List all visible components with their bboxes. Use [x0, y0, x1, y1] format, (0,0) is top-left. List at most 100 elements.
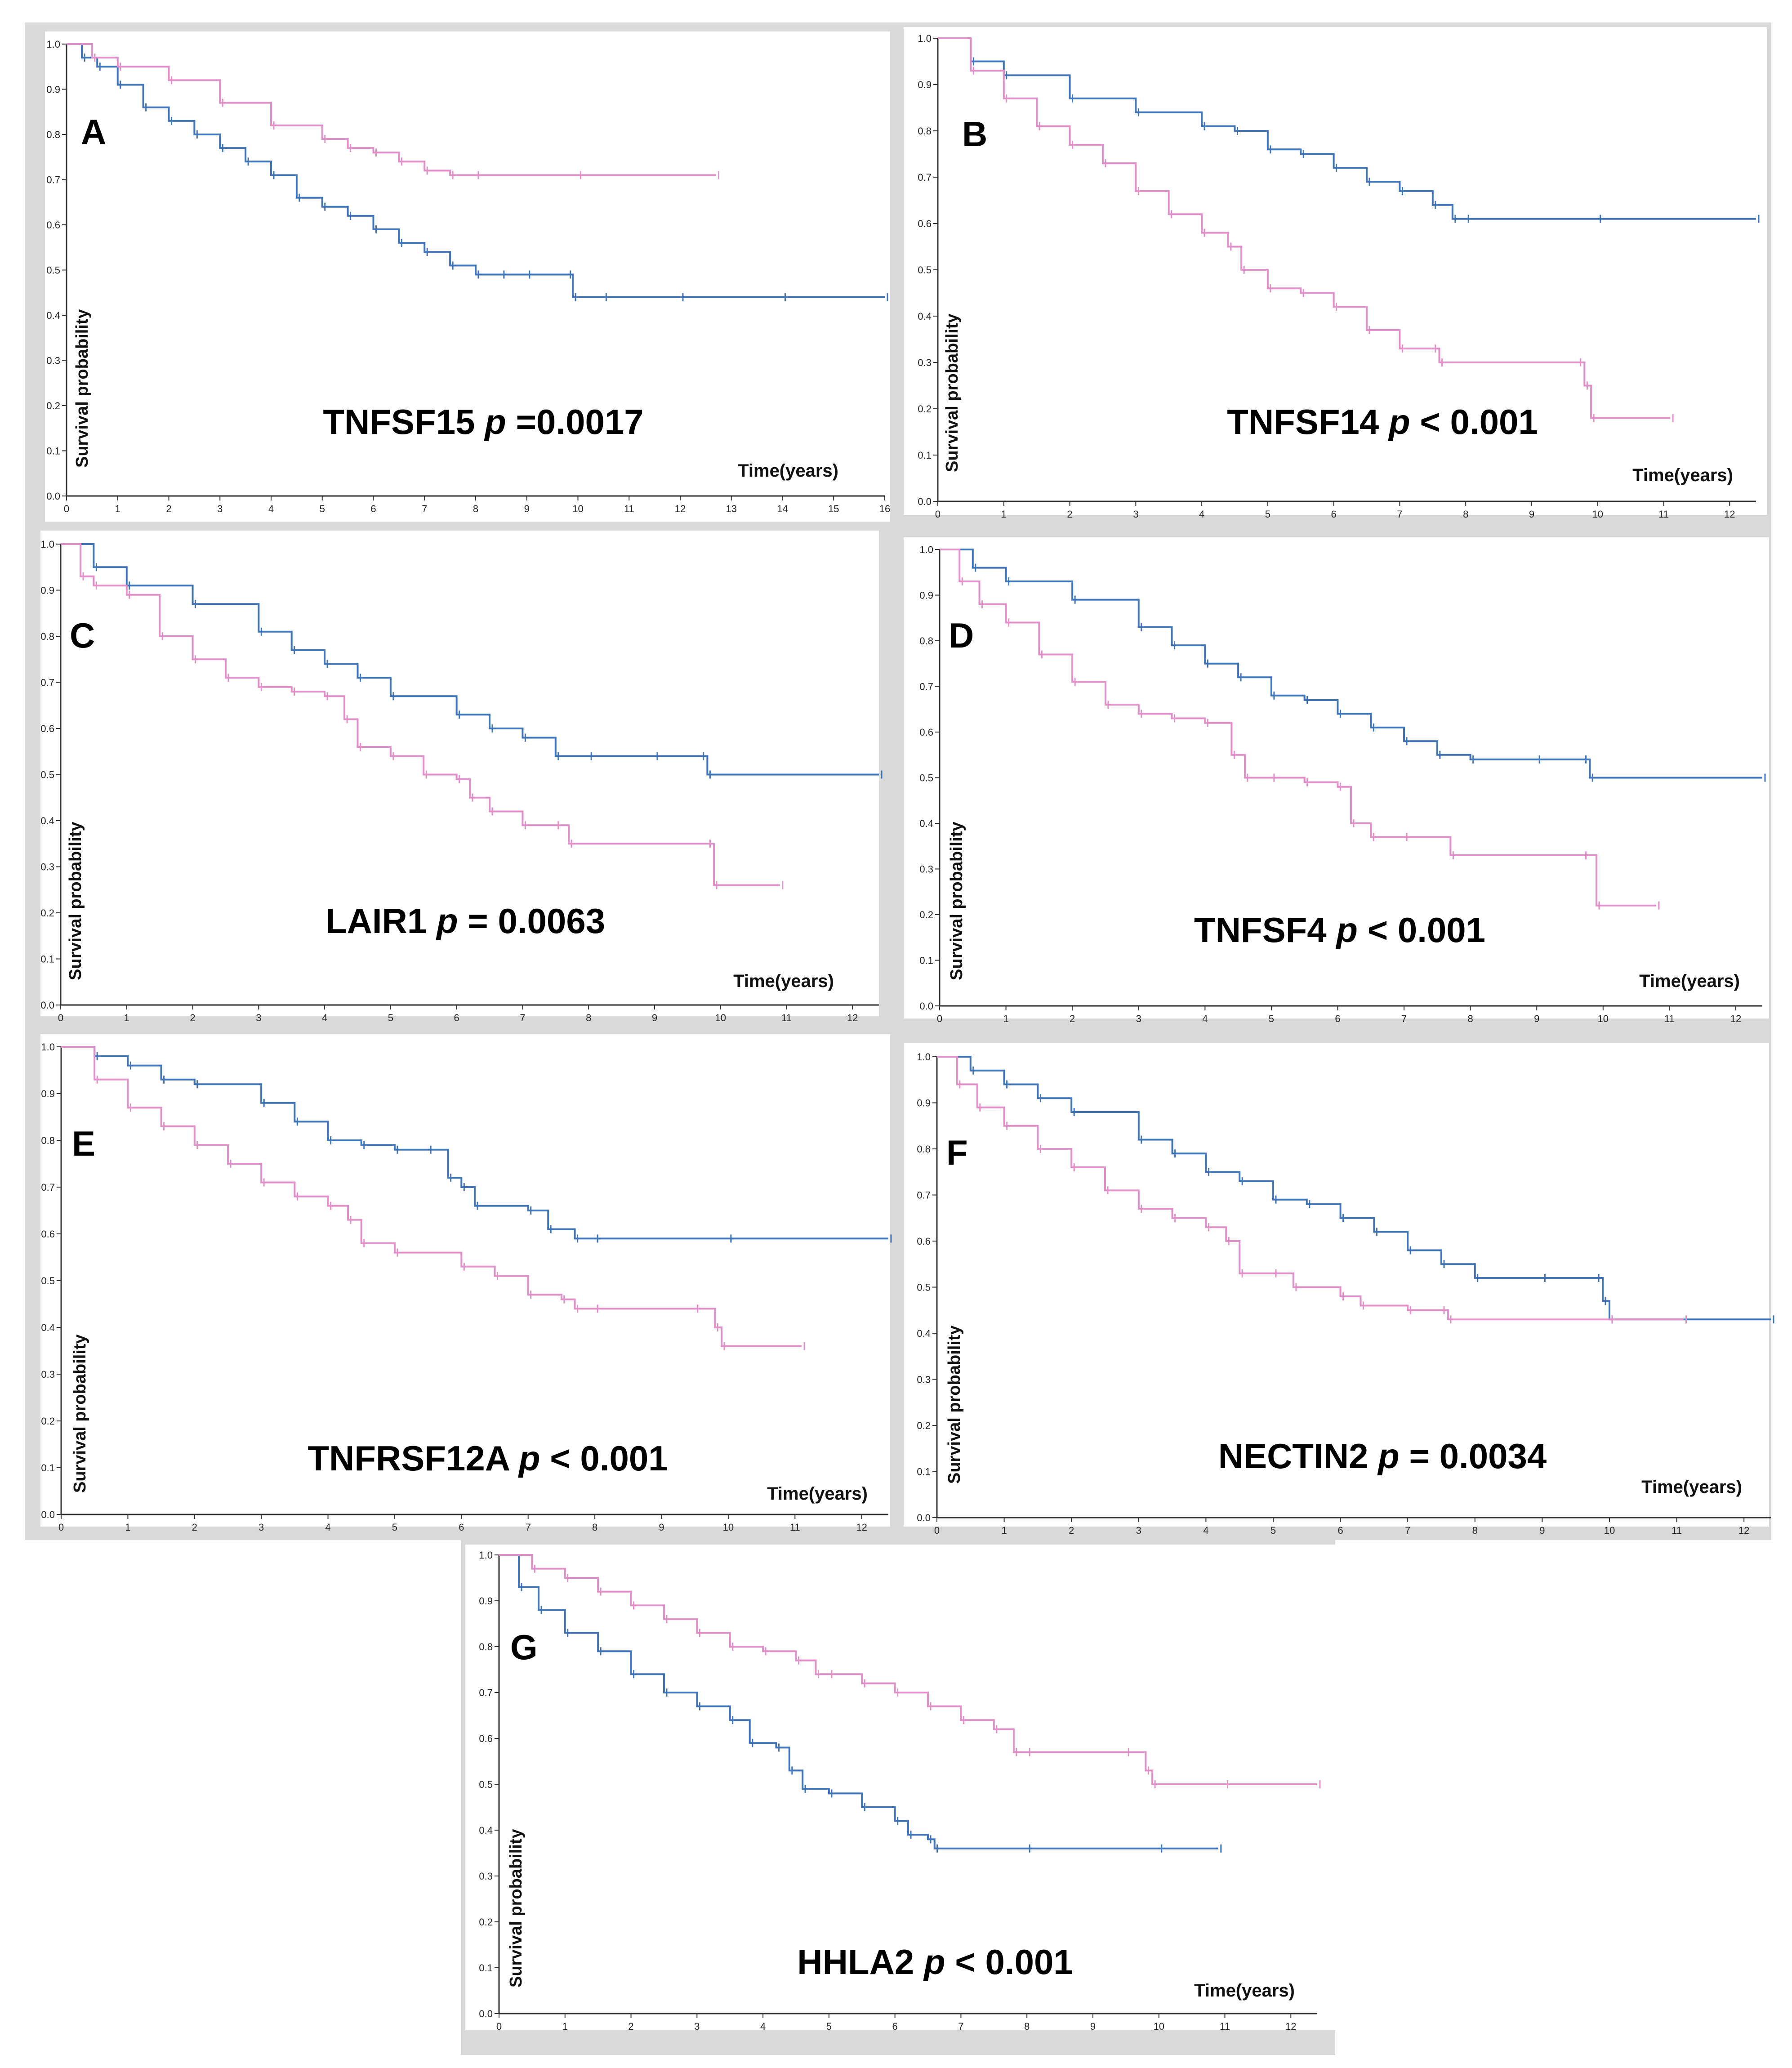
y-tick-label: 0.3: [919, 864, 933, 875]
x-tick-label: 8: [586, 1012, 591, 1023]
x-tick-label: 8: [1024, 2021, 1030, 2032]
x-tick-label: 11: [1664, 1013, 1675, 1024]
x-tick-label: 10: [1153, 2021, 1164, 2032]
y-tick-label: 0.1: [919, 955, 933, 966]
y-tick-label: 0.4: [918, 311, 932, 322]
x-tick-label: 11: [624, 503, 634, 514]
p-symbol: p: [436, 901, 458, 941]
x-tick-label: 7: [520, 1012, 525, 1023]
survival-curve-blue: [67, 43, 885, 298]
x-tick-label: 6: [1337, 1525, 1343, 1536]
y-tick-label: 0.7: [46, 174, 60, 186]
x-tick-label: 3: [217, 503, 223, 514]
panel-label: E: [72, 1124, 95, 1163]
survival-curve-blue: [499, 1554, 1218, 1849]
y-tick-label: 0.5: [40, 769, 54, 781]
y-tick-label: 0.4: [479, 1825, 493, 1836]
x-tick-label: 12: [1739, 1525, 1749, 1536]
y-tick-label: 0.6: [479, 1733, 493, 1744]
x-tick-label: 1: [124, 1012, 129, 1023]
y-tick-label: 0.3: [917, 1374, 931, 1385]
panel-g: 0.00.10.20.30.40.50.60.70.80.91.00 1 2 3 4 5 6…: [465, 1545, 1335, 2032]
y-tick-label: 0.7: [919, 681, 933, 692]
y-tick-label: 0.8: [919, 635, 933, 647]
y-tick-label: 0.7: [479, 1687, 493, 1698]
p-value: < 0.001: [1358, 910, 1485, 950]
x-tick-label: 6: [370, 503, 376, 514]
gene-title: TNFRSF12A p < 0.001: [308, 1438, 668, 1478]
x-tick-label: 10: [572, 503, 583, 514]
survival-curve-blue: [61, 543, 879, 776]
y-tick-label: 0.2: [479, 1916, 493, 1928]
y-tick-label: 0.6: [40, 723, 54, 734]
x-tick-label: 15: [828, 503, 839, 514]
x-axis-title: Time(years): [1639, 971, 1740, 991]
gene-name: LAIR1: [325, 901, 437, 941]
p-value: =0.0017: [506, 402, 644, 442]
survival-curve-blue: [61, 1046, 888, 1240]
x-tick-label: 12: [856, 1522, 867, 1533]
y-tick-label: 0.2: [41, 1416, 55, 1427]
x-tick-label: 5: [392, 1522, 397, 1533]
x-tick-label: 3: [1136, 1013, 1141, 1024]
x-tick-label: 0: [58, 1522, 64, 1533]
survival-curve-pink: [67, 43, 716, 176]
y-tick-label: 0.9: [479, 1595, 493, 1607]
x-tick-label: 1: [115, 503, 120, 514]
y-tick-label: 0.9: [46, 84, 60, 95]
x-axis-title: Time(years): [1641, 1477, 1742, 1497]
y-tick-label: 0.4: [40, 815, 54, 826]
panel-d: 0.00.10.20.30.40.50.60.70.80.91.00 1 2 3 4 5 6…: [904, 537, 1769, 1024]
y-tick-label: 0.8: [479, 1641, 493, 1653]
y-tick-label: 1.0: [40, 539, 54, 550]
x-tick-label: 6: [454, 1012, 459, 1023]
gene-name: TNFSF15: [323, 402, 485, 442]
panel-a: 0.00.10.20.30.40.50.60.70.80.91.00 1 2 3 4 5 6…: [45, 31, 890, 522]
y-axis-title: Survival probability: [943, 313, 962, 472]
x-tick-label: 12: [675, 503, 686, 514]
x-tick-label: 9: [1529, 509, 1534, 520]
x-tick-label: 10: [715, 1012, 726, 1023]
y-tick-label: 0.4: [917, 1328, 931, 1339]
y-tick-label: 0.2: [918, 403, 932, 415]
x-tick-label: 10: [723, 1522, 734, 1533]
y-tick-label: 0.2: [919, 909, 933, 920]
y-tick-label: 0.5: [919, 773, 933, 784]
panel-label: A: [81, 112, 106, 152]
y-axis-title: Survival probability: [947, 822, 966, 980]
y-tick-label: 0.8: [46, 129, 60, 140]
x-tick-label: 5: [388, 1012, 393, 1023]
x-tick-label: 12: [1724, 509, 1735, 520]
y-tick-label: 0.6: [919, 727, 933, 738]
x-tick-label: 0: [58, 1012, 63, 1023]
panel-background: [465, 1545, 1335, 2030]
y-tick-label: 0.1: [917, 1466, 931, 1478]
x-tick-label: 3: [694, 2021, 700, 2032]
y-tick-label: 0.2: [40, 907, 54, 919]
survival-curve-pink: [938, 37, 1671, 419]
y-tick-label: 0.5: [41, 1275, 55, 1286]
x-tick-label: 8: [1468, 1013, 1473, 1024]
x-tick-label: 10: [1604, 1525, 1615, 1536]
p-symbol: p: [1388, 402, 1410, 442]
y-axis-title: Survival probability: [945, 1325, 964, 1484]
x-tick-label: 6: [1331, 509, 1337, 520]
gene-name: TNFSF4: [1194, 910, 1336, 950]
survival-curve-pink: [61, 1046, 802, 1347]
gene-name: NECTIN2: [1218, 1436, 1378, 1476]
y-axis-title: Survival probability: [71, 1334, 89, 1493]
x-tick-label: 7: [958, 2021, 963, 2032]
x-axis-title: Time(years): [767, 1484, 868, 1504]
y-axis-title: Survival probability: [507, 1829, 526, 1988]
x-tick-label: 2: [166, 503, 171, 514]
p-symbol: p: [484, 402, 506, 442]
x-tick-label: 8: [1472, 1525, 1478, 1536]
x-tick-label: 10: [1592, 509, 1603, 520]
y-tick-label: 0.3: [479, 1871, 493, 1882]
panel-c: 0.00.10.20.30.40.50.60.70.80.91.00 1 2 3 4 5 6…: [40, 531, 883, 1023]
panel-background: [40, 1034, 890, 1527]
x-tick-label: 13: [726, 503, 737, 514]
x-tick-label: 4: [1202, 1013, 1208, 1024]
x-tick-label: 11: [790, 1522, 800, 1533]
